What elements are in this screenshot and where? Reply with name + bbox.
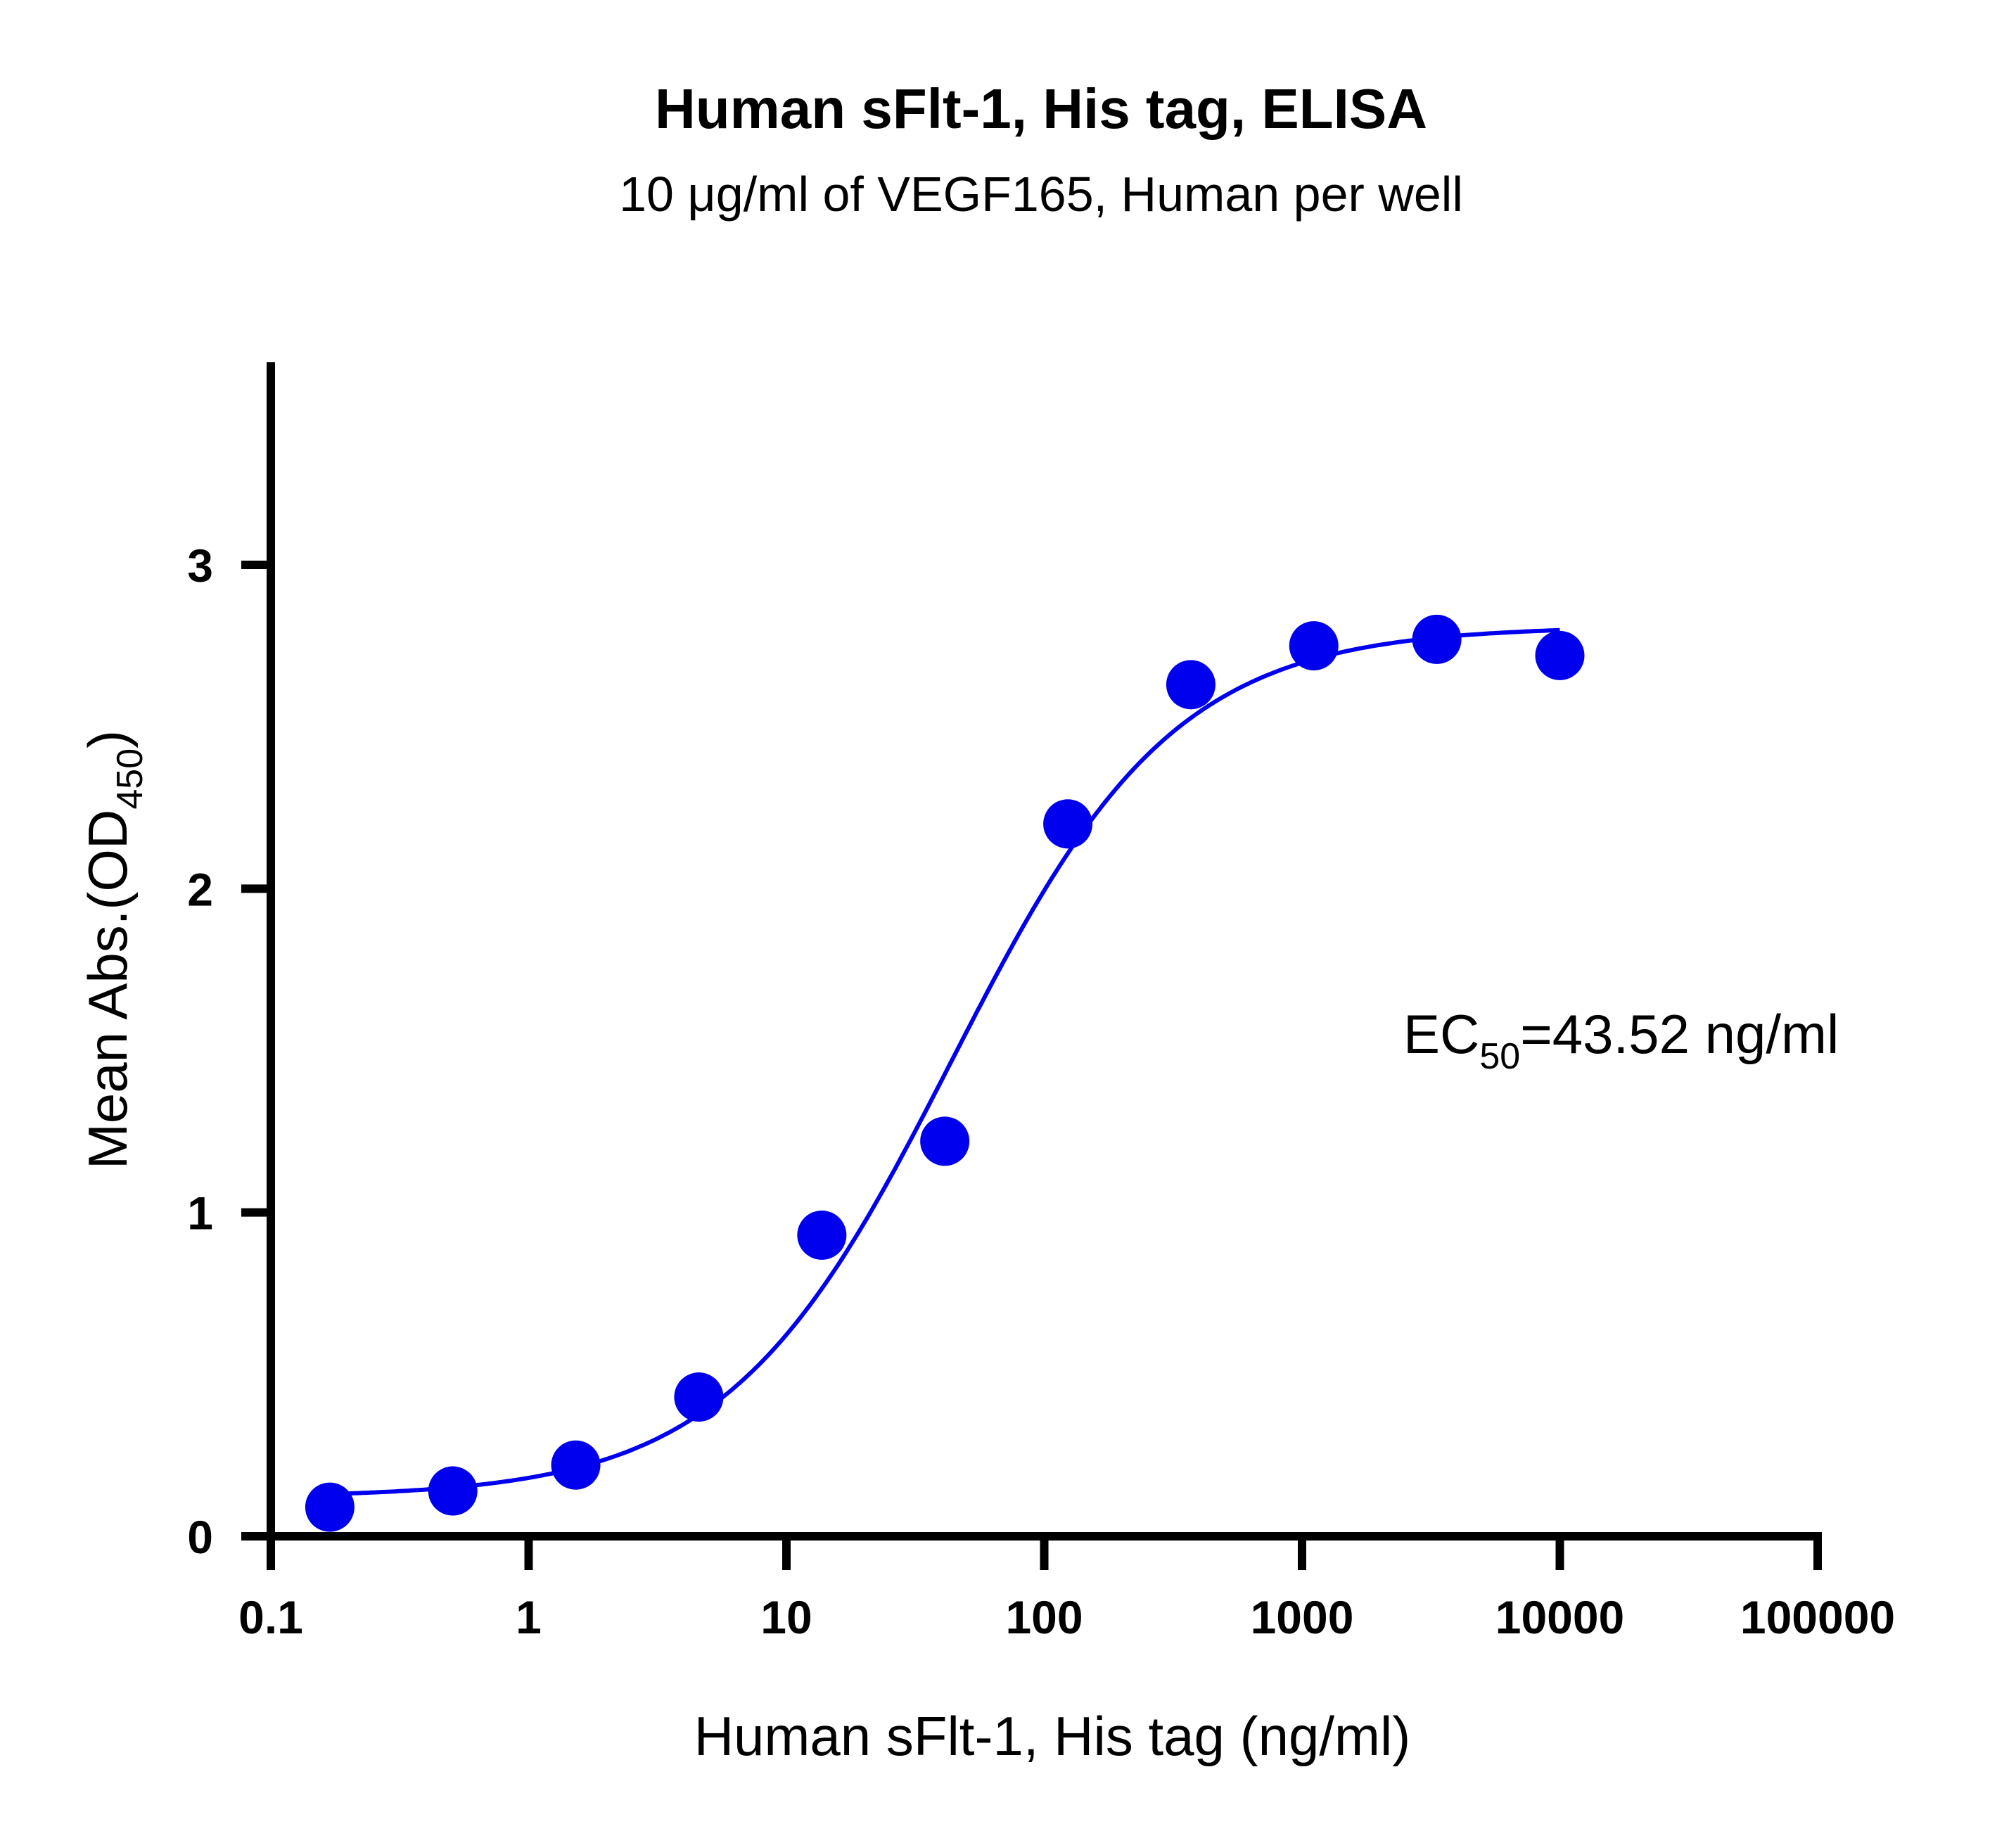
ec50-prefix: EC — [1403, 1003, 1479, 1065]
data-point — [674, 1372, 724, 1422]
data-point — [1166, 660, 1216, 710]
ec50-subscript: 50 — [1479, 1036, 1520, 1077]
data-point — [1289, 621, 1339, 671]
data-point — [1412, 614, 1462, 664]
data-point — [1535, 630, 1585, 680]
x-tick-label: 10 — [760, 1591, 812, 1643]
y-tick-label: 0 — [187, 1511, 213, 1563]
data-point — [920, 1116, 970, 1166]
x-tick-label: 100 — [1005, 1591, 1083, 1643]
ec50-value: =43.52 ng/ml — [1520, 1003, 1839, 1065]
data-points — [305, 614, 1585, 1532]
y-axis-label-close: ) — [77, 730, 139, 748]
chart-title: Human sFlt-1, His tag, ELISA — [655, 77, 1427, 140]
y-ticks: 0 1 2 3 — [187, 540, 271, 1563]
data-point — [797, 1210, 847, 1260]
fit-curve — [329, 627, 1560, 1496]
y-tick-label: 1 — [187, 1187, 213, 1239]
y-tick-label: 3 — [187, 540, 213, 592]
x-ticks: 0.1 1 10 100 1000 10000 100000 — [238, 1536, 1895, 1643]
x-axis-label: Human sFlt-1, His tag (ng/ml) — [694, 1705, 1411, 1767]
data-point — [428, 1466, 478, 1516]
x-tick-label: 100000 — [1740, 1591, 1895, 1643]
data-point — [551, 1440, 601, 1490]
x-tick-label: 0.1 — [238, 1591, 303, 1643]
chart-subtitle: 10 μg/ml of VEGF165, Human per well — [619, 167, 1463, 222]
x-tick-label: 1 — [516, 1591, 542, 1643]
y-axis-label-subscript: 450 — [110, 748, 151, 810]
x-tick-label: 10000 — [1495, 1591, 1625, 1643]
ec50-annotation: EC50=43.52 ng/ml — [1403, 1003, 1839, 1077]
data-point — [305, 1482, 355, 1532]
x-tick-label: 1000 — [1251, 1591, 1354, 1643]
axes — [267, 362, 1822, 1541]
y-axis-label: Mean Abs.(OD450) — [77, 730, 151, 1169]
y-tick-label: 2 — [187, 863, 213, 915]
data-point — [1043, 799, 1093, 849]
y-axis-label-main: Mean Abs.(OD — [77, 810, 139, 1170]
